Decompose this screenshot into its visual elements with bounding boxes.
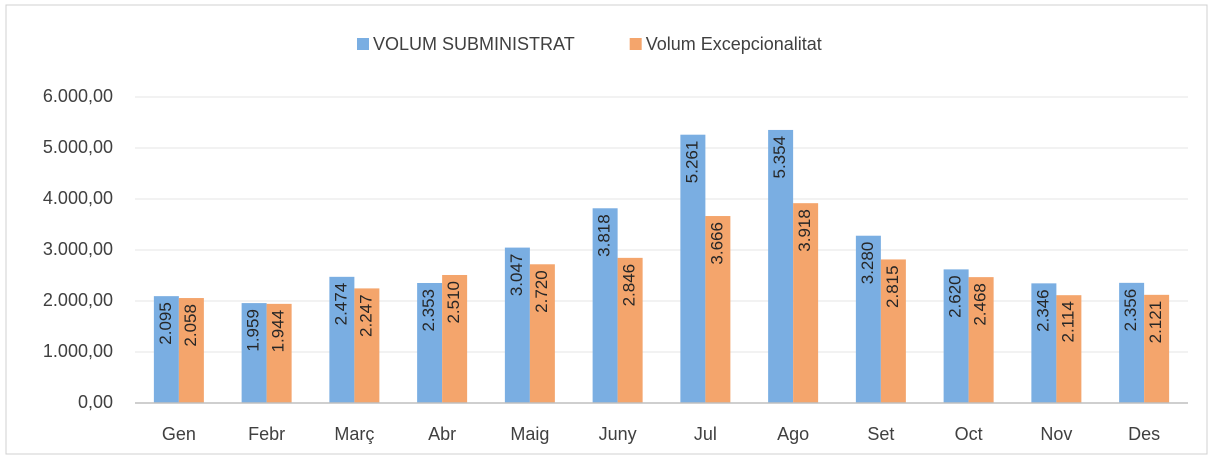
bar	[153, 296, 179, 403]
data-label: 2.346	[1033, 289, 1052, 332]
bar	[592, 208, 618, 403]
data-label: 2.468	[971, 283, 990, 326]
bar	[329, 276, 355, 403]
bar	[529, 264, 555, 403]
bar	[768, 129, 794, 404]
bar	[880, 259, 906, 403]
bar	[266, 303, 292, 403]
bar	[968, 277, 994, 403]
x-tick-label: Juny	[599, 424, 637, 444]
bar	[617, 257, 643, 403]
x-tick-label: Ago	[777, 424, 809, 444]
legend-swatch	[357, 38, 369, 50]
data-label: 2.356	[1121, 289, 1140, 332]
y-tick-label: 3.000,00	[43, 239, 113, 259]
bar	[504, 247, 530, 403]
legend-swatch	[629, 38, 642, 50]
bar	[354, 288, 380, 403]
data-label: 1.944	[269, 310, 288, 353]
bar	[241, 303, 267, 403]
data-label: 5.354	[770, 136, 789, 179]
bar	[793, 203, 819, 403]
data-label: 2.474	[331, 283, 350, 326]
legend-label: VOLUM SUBMINISTRAT	[373, 34, 575, 54]
x-tick-label: Nov	[1040, 424, 1072, 444]
data-label: 2.095	[156, 302, 175, 345]
x-tick-label: Des	[1128, 424, 1160, 444]
data-label: 1.959	[244, 309, 263, 352]
data-label: 2.510	[444, 281, 463, 324]
data-label: 3.280	[858, 242, 877, 285]
data-label: 2.121	[1146, 301, 1165, 344]
x-tick-label: Març	[334, 424, 374, 444]
bar	[178, 298, 204, 403]
data-label: 3.666	[707, 222, 726, 265]
x-tick-label: Oct	[955, 424, 983, 444]
data-label: 2.720	[532, 270, 551, 313]
data-label: 5.261	[682, 141, 701, 184]
data-label: 3.918	[795, 209, 814, 252]
bar	[943, 269, 969, 403]
data-label: 2.247	[356, 294, 375, 337]
bar	[1119, 282, 1145, 403]
y-tick-label: 1.000,00	[43, 341, 113, 361]
bar	[1144, 294, 1170, 403]
bar	[680, 134, 706, 403]
x-tick-label: Gen	[162, 424, 196, 444]
bar	[1056, 295, 1082, 403]
data-label: 2.058	[181, 304, 200, 347]
y-tick-label: 5.000,00	[43, 137, 113, 157]
bar	[705, 216, 731, 403]
x-tick-label: Abr	[428, 424, 456, 444]
data-label: 2.620	[946, 275, 965, 318]
data-label: 2.353	[419, 289, 438, 332]
x-tick-label: Maig	[510, 424, 549, 444]
x-tick-label: Febr	[248, 424, 285, 444]
bar	[855, 235, 881, 403]
legend-label: Volum Excepcionalitat	[646, 34, 822, 54]
chart-frame	[5, 4, 1208, 455]
y-tick-label: 2.000,00	[43, 290, 113, 310]
y-tick-label: 6.000,00	[43, 86, 113, 106]
x-tick-label: Jul	[694, 424, 717, 444]
data-label: 2.114	[1058, 301, 1077, 342]
y-tick-label: 0,00	[78, 392, 113, 412]
data-label: 2.815	[883, 265, 902, 308]
bar	[1031, 283, 1057, 403]
y-tick-label: 4.000,00	[43, 188, 113, 208]
data-label: 2.846	[620, 264, 639, 307]
bar	[417, 282, 443, 403]
data-label: 3.818	[595, 214, 614, 257]
bar	[442, 274, 468, 403]
data-label: 3.047	[507, 254, 526, 297]
x-tick-label: Set	[867, 424, 894, 444]
